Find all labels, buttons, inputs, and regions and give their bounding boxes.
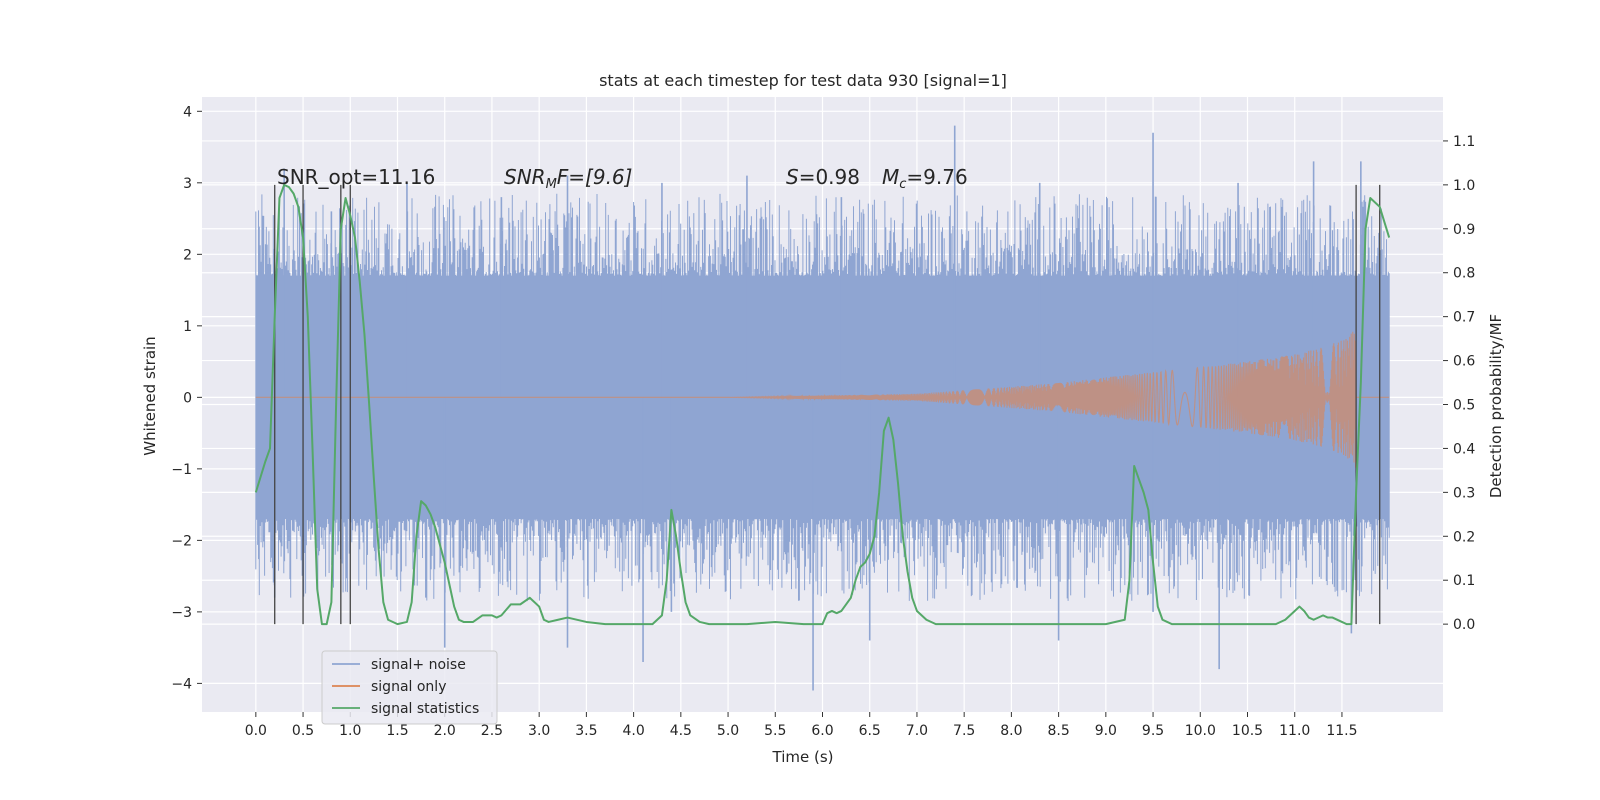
x-tick-label: 5.5 xyxy=(764,723,786,739)
x-tick-label: 8.0 xyxy=(1000,723,1022,739)
y-right-tick-label: 0.8 xyxy=(1453,266,1475,282)
snr-mf-annotation: SNRMF=[9.6] xyxy=(504,165,632,192)
snr-opt-annotation: SNR_opt=11.16 xyxy=(277,165,435,189)
y-right-tick-label: 0.6 xyxy=(1453,354,1475,370)
x-tick-label: 11.5 xyxy=(1326,723,1357,739)
x-tick-label: 9.5 xyxy=(1142,723,1164,739)
mc-annotation: Mc=9.76 xyxy=(882,165,968,192)
x-tick-label: 4.5 xyxy=(670,723,692,739)
signal-statistics-line xyxy=(254,183,1391,626)
y-right-tick-label: 1.1 xyxy=(1453,134,1475,150)
s-annotation: S=0.98 xyxy=(786,165,860,189)
x-tick-label: 1.0 xyxy=(339,723,361,739)
x-tick-label: 10.5 xyxy=(1232,723,1263,739)
x-tick-label: 6.0 xyxy=(811,723,833,739)
x-tick-label: 8.5 xyxy=(1047,723,1069,739)
y-right-tick-label: 0.3 xyxy=(1453,485,1475,501)
y-left-tick-label: 2 xyxy=(183,247,192,263)
x-tick-label: 0.0 xyxy=(245,723,267,739)
x-tick-label: 2.0 xyxy=(434,723,456,739)
x-tick-label: 7.5 xyxy=(953,723,975,739)
y-left-tick-label: −1 xyxy=(171,462,192,478)
x-tick-label: 3.5 xyxy=(575,723,597,739)
y-right-tick-label: 1.0 xyxy=(1453,178,1475,194)
x-tick-label: 6.5 xyxy=(859,723,881,739)
x-tick-label: 2.5 xyxy=(481,723,503,739)
x-tick-label: 5.0 xyxy=(717,723,739,739)
signal-only-series xyxy=(255,331,1390,468)
y-right-tick-label: 0.2 xyxy=(1453,529,1475,545)
legend: signal+ noise signal only signal statist… xyxy=(321,650,498,725)
y-right-tick-label: 0.7 xyxy=(1453,310,1475,326)
x-axis-label: Time (s) xyxy=(772,748,834,766)
signal-statistics-series xyxy=(254,183,1391,626)
y-left-tick-label: 4 xyxy=(183,104,192,120)
y-axis-left-label: Whitened strain xyxy=(141,336,159,455)
y-left-tick-label: 3 xyxy=(183,176,192,192)
x-tick-label: 11.0 xyxy=(1279,723,1310,739)
y-left-tick-label: 0 xyxy=(183,390,192,406)
y-right-tick-label: 0.9 xyxy=(1453,222,1475,238)
chart-title: stats at each timestep for test data 930… xyxy=(599,71,1007,90)
y-right-tick-label: 0.4 xyxy=(1453,441,1475,457)
x-tick-label: 4.0 xyxy=(622,723,644,739)
y-right-tick-label: 0.5 xyxy=(1453,398,1475,414)
legend-label-signal: signal only xyxy=(371,679,446,695)
legend-label-noise: signal+ noise xyxy=(371,657,466,673)
y-right-tick-label: 0.1 xyxy=(1453,573,1475,589)
x-tick-label: 3.0 xyxy=(528,723,550,739)
y-left-tick-label: −3 xyxy=(171,605,192,621)
x-tick-label: 9.0 xyxy=(1095,723,1117,739)
y-left-tick-label: −2 xyxy=(171,533,192,549)
signal-only-line xyxy=(255,331,1390,468)
legend-label-stats: signal statistics xyxy=(371,701,479,717)
x-tick-label: 0.5 xyxy=(292,723,314,739)
y-right-tick-label: 0.0 xyxy=(1453,617,1475,633)
x-tick-label: 10.0 xyxy=(1185,723,1216,739)
y-left-tick-label: −4 xyxy=(171,676,192,692)
x-tick-label: 1.5 xyxy=(386,723,408,739)
x-tick-label: 7.0 xyxy=(906,723,928,739)
y-left-tick-label: 1 xyxy=(183,319,192,335)
y-axis-right-label: Detection probability/MF xyxy=(1487,314,1505,498)
